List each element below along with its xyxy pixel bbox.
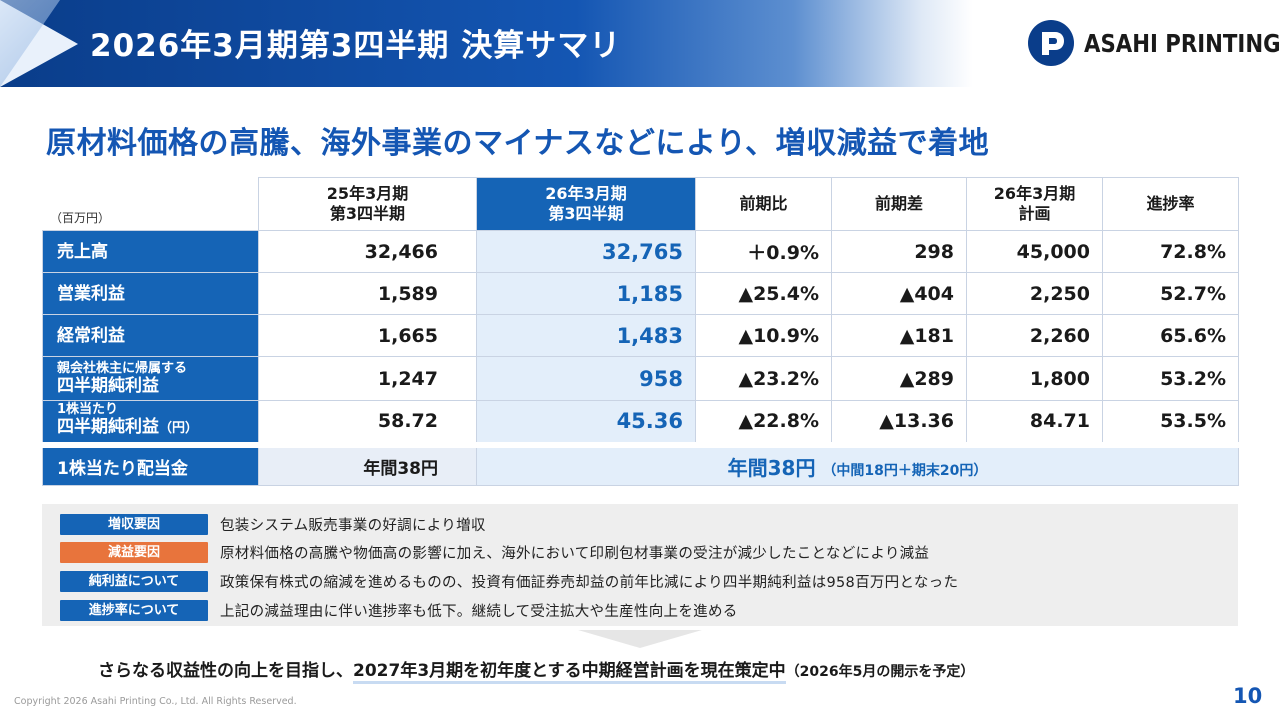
table-row: 1株当たり 四半期純利益（円） 58.72 45.36 ▲22.8% ▲13.3… [42,400,1239,445]
factor-text: 原材料価格の高騰や物価高の影響に加え、海外において印刷包材事業の受注が減少したこ… [220,545,930,562]
cell-diff: ▲404 [831,272,967,315]
factor-text: 上記の減益理由に伴い進捗率も低下。継続して受注拡大や生産性向上を進める [220,603,738,620]
cell-diff: ▲181 [831,314,967,357]
header-prev-period: 25年3月期 第3四半期 [258,177,477,231]
dividend-prev: 年間38円 [258,441,477,486]
factor-tag-profit-decline: 減益要因 [60,541,208,563]
table-row: 売上高 32,466 32,765 ＋0.9% 298 45,000 72.8% [42,230,1239,273]
cell-ratio: ▲22.8% [695,400,832,445]
cell-current: 1,483 [476,314,696,357]
dividend-row: 1株当たり配当金 年間38円 年間38円 （中間18円＋期末20円） [42,441,1239,486]
row-label-operating-profit: 営業利益 [42,272,259,315]
factor-tag-net-income: 純利益について [60,570,208,592]
page-number: 10 [1233,684,1263,708]
cell-plan: 45,000 [966,230,1103,273]
header-yoy-ratio: 前期比 [695,177,832,231]
conclusion-text: さらなる収益性の向上を目指し、2027年3月期を初年度とする中期経営計画を現在策… [98,656,974,684]
cell-plan: 1,800 [966,356,1103,401]
cell-current: 32,765 [476,230,696,273]
table-row: 親会社株主に帰属する 四半期純利益 1,247 958 ▲23.2% ▲289 … [42,356,1239,401]
cell-progress: 52.7% [1102,272,1239,315]
cell-diff: ▲13.36 [831,400,967,445]
header-empty-cell [42,177,259,231]
company-logo: ASAHI PRINTING [1028,20,1280,66]
cell-plan: 2,250 [966,272,1103,315]
cell-prev: 58.72 [258,400,477,445]
factor-row: 増収要因 包装システム販売事業の好調により増収 [60,513,486,535]
cell-diff: 298 [831,230,967,273]
table-header-row: 25年3月期 第3四半期 26年3月期 第3四半期 前期比 前期差 26年3月期… [42,177,1239,231]
row-label-ordinary-profit: 経常利益 [42,314,259,357]
row-label-sales: 売上高 [42,230,259,273]
cell-current: 958 [476,356,696,401]
cell-prev: 1,247 [258,356,477,401]
row-label-net-income: 親会社株主に帰属する 四半期純利益 [42,356,259,401]
table-row: 営業利益 1,589 1,185 ▲25.4% ▲404 2,250 52.7% [42,272,1239,315]
financial-summary-table: 25年3月期 第3四半期 26年3月期 第3四半期 前期比 前期差 26年3月期… [42,177,1239,486]
header-current-period: 26年3月期 第3四半期 [476,177,696,231]
factors-box: 増収要因 包装システム販売事業の好調により増収 減益要因 原材料価格の高騰や物価… [42,498,1238,626]
cell-ratio: ▲23.2% [695,356,832,401]
cell-diff: ▲289 [831,356,967,401]
header-plan: 26年3月期 計画 [966,177,1103,231]
row-label-dividend: 1株当たり配当金 [42,441,259,486]
row-label-eps: 1株当たり 四半期純利益（円） [42,400,259,445]
header-progress: 進捗率 [1102,177,1239,231]
factor-row: 減益要因 原材料価格の高騰や物価高の影響に加え、海外において印刷包材事業の受注が… [60,541,929,563]
cell-progress: 72.8% [1102,230,1239,273]
cell-prev: 1,589 [258,272,477,315]
factor-tag-revenue: 増収要因 [60,513,208,535]
page-title: 2026年3月期第3四半期 決算サマリ [90,28,622,64]
cell-ratio: ▲25.4% [695,272,832,315]
table-row: 経常利益 1,665 1,483 ▲10.9% ▲181 2,260 65.6% [42,314,1239,357]
cell-prev: 1,665 [258,314,477,357]
header-yoy-diff: 前期差 [831,177,967,231]
factor-row: 純利益について 政策保有株式の縮減を進めるものの、投資有価証券売却益の前年比減に… [60,570,958,592]
copyright: Copyright 2026 Asahi Printing Co., Ltd. … [14,696,297,707]
factor-row: 進捗率について 上記の減益理由に伴い進捗率も低下。継続して受注拡大や生産性向上を… [60,599,738,621]
logo-mark-icon [1028,20,1074,66]
cell-ratio: ▲10.9% [695,314,832,357]
cell-progress: 65.6% [1102,314,1239,357]
dividend-current: 年間38円 （中間18円＋期末20円） [476,441,1239,486]
cell-progress: 53.5% [1102,400,1239,445]
factor-text: 政策保有株式の縮減を進めるものの、投資有価証券売却益の前年比減により四半期純利益… [220,574,959,591]
factor-text: 包装システム販売事業の好調により増収 [220,517,486,534]
cell-progress: 53.2% [1102,356,1239,401]
cell-ratio: ＋0.9% [695,230,832,273]
logo-text: ASAHI PRINTING [1084,28,1280,58]
factor-tag-progress: 進捗率について [60,599,208,621]
cell-plan: 2,260 [966,314,1103,357]
cell-prev: 32,466 [258,230,477,273]
summary-headline: 原材料価格の高騰、海外事業のマイナスなどにより、増収減益で着地 [46,126,990,161]
cell-current: 45.36 [476,400,696,445]
cell-current: 1,185 [476,272,696,315]
cell-plan: 84.71 [966,400,1103,445]
down-arrow-icon [578,630,702,648]
